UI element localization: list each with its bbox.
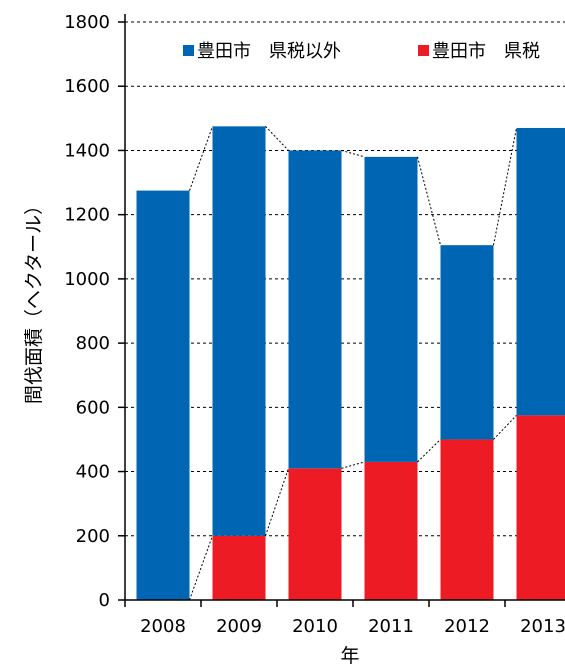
x-tick-label: 2013 (520, 616, 565, 637)
y-axis-title: 間伐面積（ヘクタール） (23, 196, 45, 404)
series-line-total (494, 128, 517, 245)
series-line-total (342, 150, 365, 156)
legend-label: 豊田市 県税 (432, 41, 540, 62)
bar-segment-other-2013 (517, 128, 565, 415)
bar-segment-other-2011 (365, 157, 418, 462)
series-line-total (190, 126, 213, 190)
x-tick-label: 2009 (216, 616, 262, 637)
y-tick-label: 1200 (64, 205, 110, 226)
y-tick-label: 1600 (64, 76, 110, 97)
series-line-total (266, 126, 289, 150)
bar-segment-other-2012 (441, 245, 494, 439)
x-tick-label: 2010 (292, 616, 338, 637)
y-tick-label: 1400 (64, 140, 110, 161)
bar-segment-other-2010 (289, 150, 342, 468)
series-line-kenzei (494, 415, 517, 439)
y-tick-label: 400 (76, 462, 110, 483)
x-axis-title: 年 (340, 645, 359, 667)
y-tick-label: 600 (76, 397, 110, 418)
y-tick-label: 200 (76, 526, 110, 547)
bar-segment-other-2009 (213, 126, 266, 535)
series-line-kenzei (418, 439, 441, 461)
y-tick-label: 800 (76, 333, 110, 354)
x-tick-label: 2011 (368, 616, 414, 637)
x-tick-label: 2012 (444, 616, 490, 637)
series-line-kenzei (266, 468, 289, 535)
bar-segment-kenzei-2010 (289, 468, 342, 600)
legend-swatch (418, 45, 429, 56)
bar-segment-kenzei-2009 (213, 536, 266, 600)
y-tick-label: 1000 (64, 269, 110, 290)
series-line-kenzei (190, 536, 213, 600)
legend-label: 豊田市 県税以外 (197, 41, 341, 62)
bars-group (137, 126, 565, 600)
bar-segment-kenzei-2011 (365, 462, 418, 600)
bar-segment-kenzei-2013 (517, 415, 565, 600)
y-tick-label: 0 (99, 590, 110, 611)
bar-segment-other-2008 (137, 191, 190, 600)
bar-segment-kenzei-2012 (441, 439, 494, 600)
legend-swatch (183, 45, 194, 56)
series-line-total (418, 157, 441, 245)
x-tick-label: 2008 (140, 616, 186, 637)
series-line-kenzei (342, 462, 365, 468)
y-tick-label: 1800 (64, 12, 110, 33)
